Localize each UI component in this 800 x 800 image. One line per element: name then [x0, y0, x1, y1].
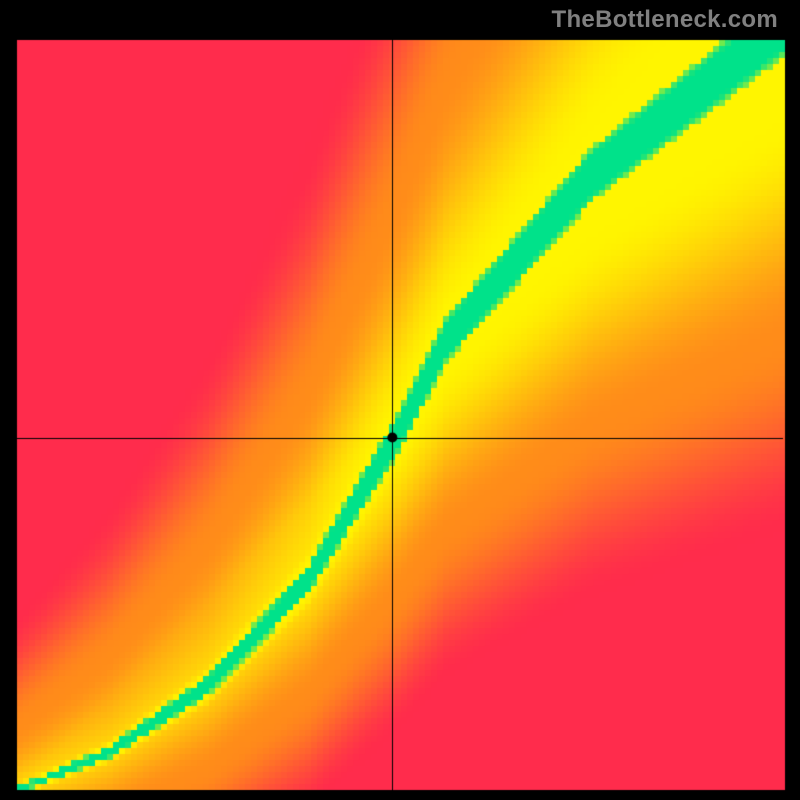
root: TheBottleneck.com — [0, 0, 800, 800]
bottleneck-heatmap — [0, 0, 800, 800]
watermark-text: TheBottleneck.com — [552, 6, 778, 34]
